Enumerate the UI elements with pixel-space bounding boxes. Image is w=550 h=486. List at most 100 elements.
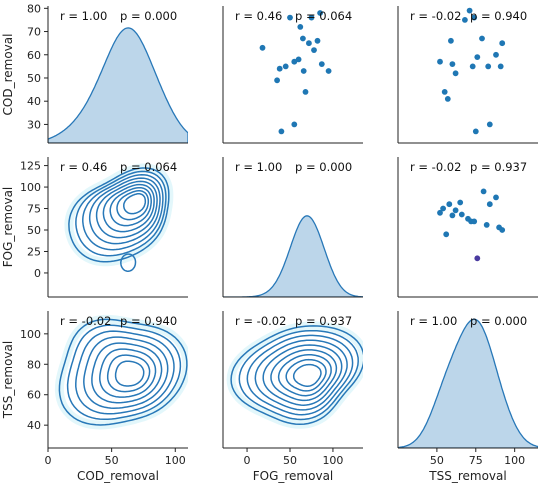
x-tick-label: 50 [430,454,444,467]
scatter-point [291,58,298,65]
annotation-r: r = -0.02 [410,9,461,23]
y-tick-label: 30 [27,118,41,131]
x-tick-label: 50 [283,454,297,467]
scatter-point [466,7,473,14]
scatter-point [291,121,298,128]
y-tick-label: 60 [27,389,41,402]
annotation-p: p = 0.000 [120,9,177,23]
scatter-point [483,222,490,228]
x-axis-label-TSS_removal: TSS_removal [428,469,506,483]
scatter-point [325,68,332,74]
scatter-point [462,17,468,23]
annotation-p: p = 0.937 [295,314,352,328]
scatter-point [446,201,453,208]
scatter-point [297,24,304,30]
x-axis-label-COD_removal: COD_removal [77,469,159,483]
kde-curve-COD_removal [48,27,188,143]
scatter-point [479,35,485,42]
scatter-point [485,63,492,70]
scatter-point [311,47,317,53]
scatter-point [306,40,312,47]
y-tick-label: 60 [27,49,41,62]
scatter-point [499,227,506,233]
annotation-r: r = 1.00 [235,160,282,174]
scatter-point [493,51,499,58]
kde-curve-FOG_removal [223,215,363,297]
x-tick-label: 100 [322,454,343,467]
scatter-point [448,37,454,44]
annotation-p: p = 0.940 [470,9,527,23]
annotation-r: r = -0.02 [235,314,286,328]
x-tick-label: 0 [244,454,251,467]
x-tick-label: 75 [469,454,483,467]
contour-level [262,344,343,406]
annotation-p: p = 0.000 [295,160,352,174]
kde-diagonal-TSS_removal [398,318,538,448]
y-tick-label: 100 [20,328,41,341]
annotation-r: r = -0.02 [60,314,111,328]
annotation-r: r = 1.00 [60,9,107,23]
contour-level [68,167,170,263]
y-tick-label: 100 [20,181,41,194]
y-tick-label: 40 [27,95,41,108]
scatter-point [480,188,487,195]
contour-level [102,183,155,233]
contour-TSS-vs-COD [58,318,188,426]
scatter-point [493,194,499,201]
scatter-point [282,63,289,70]
scatter-point [287,14,293,21]
y-tick-label: 80 [27,358,41,371]
contour-level [75,330,175,415]
scatter-point [259,44,266,51]
scatter-point [441,89,448,95]
y-tick-label: 75 [27,203,41,216]
scatter-point [472,128,479,135]
contour-level [91,342,163,404]
x-tick-label: 50 [105,454,119,467]
y-tick-label: 50 [27,224,41,237]
scatter-point [314,37,321,44]
annotation-p: p = 0.064 [295,9,352,23]
contour-TSS-vs-FOG [230,325,363,426]
scatter-point [471,218,478,225]
scatter-point [497,63,504,70]
annotation-r: r = 0.46 [235,9,282,23]
contour-level [238,329,359,421]
scatter-point [302,89,309,95]
data-layer [48,7,538,448]
scatter-point [474,54,481,60]
scatter-point [471,14,478,21]
contour-level [277,353,332,397]
scatter-TSS-vs-COD [437,7,506,135]
contour-level [83,336,169,409]
scatter-point [474,255,481,262]
scatter-point [452,70,459,77]
y-tick-label: 50 [27,72,41,85]
annotation-p: p = 0.000 [470,314,527,328]
scatter-point [457,199,464,206]
y-axis-label-TSS_removal: TSS_removal [1,341,15,419]
scatter-point [317,10,323,16]
contour-level [109,186,152,227]
y-tick-label: 40 [27,419,41,432]
scatter-point [444,96,451,102]
x-tick-label: 100 [165,454,186,467]
scatter-point [295,56,302,63]
scatter-point [440,205,446,212]
contour-level [58,318,188,426]
x-tick-label: 0 [45,454,52,467]
y-axis-label-FOG_removal: FOG_removal [1,187,15,268]
scatter-point [452,207,459,214]
scatter-point [300,68,307,74]
scatter-point [486,121,493,128]
axes-frame-layer [44,6,538,452]
scatter-point [300,35,306,42]
annotation-r: r = 1.00 [410,314,457,328]
scatter-point [274,77,280,84]
y-tick-label: 80 [27,2,41,15]
contour-level [95,180,158,239]
text-layer: 0 50 100 COD_removal 0 50 100 FOG_removal 50 75 10… [1,2,527,483]
y-tick-label: 70 [27,26,41,39]
scatter-point [469,63,476,70]
